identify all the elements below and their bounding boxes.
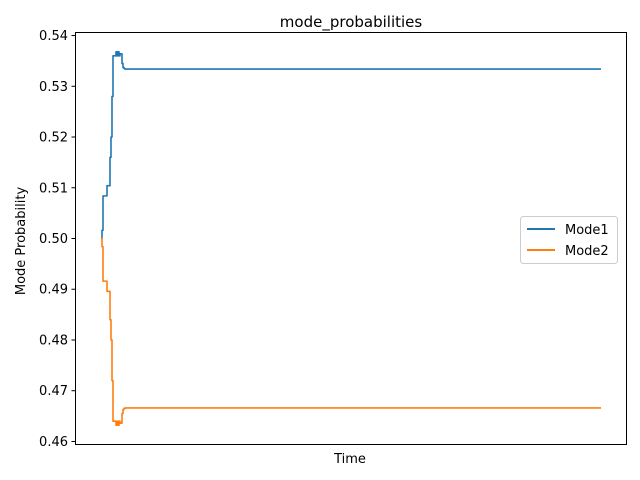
y-tick-label: 0.47 (39, 384, 68, 399)
x-axis-label: Time (333, 452, 366, 467)
legend-label-mode1: Mode1 (565, 223, 609, 238)
plot-area-frame (75, 32, 627, 445)
y-tick-label: 0.48 (39, 333, 68, 348)
chart-title: mode_probabilities (280, 13, 423, 32)
y-tick-label: 0.50 (39, 232, 68, 247)
y-tick-label: 0.46 (39, 435, 68, 450)
y-axis-ticks: 0.46 0.47 0.48 0.49 0.50 0.51 0.52 0.53 0.54 (39, 29, 76, 450)
y-axis-label: Mode Probability (14, 187, 29, 296)
series-line-mode1 (101, 50, 601, 240)
y-tick-label: 0.49 (39, 283, 68, 298)
y-tick-label: 0.54 (39, 29, 68, 44)
y-tick-label: 0.52 (39, 131, 68, 146)
y-tick-label: 0.53 (39, 80, 68, 95)
legend-label-mode2: Mode2 (565, 244, 609, 259)
series-line-mode2 (101, 237, 601, 427)
legend: Mode1 Mode2 (520, 216, 618, 264)
y-tick-label: 0.51 (39, 181, 68, 196)
series-group (101, 50, 601, 427)
